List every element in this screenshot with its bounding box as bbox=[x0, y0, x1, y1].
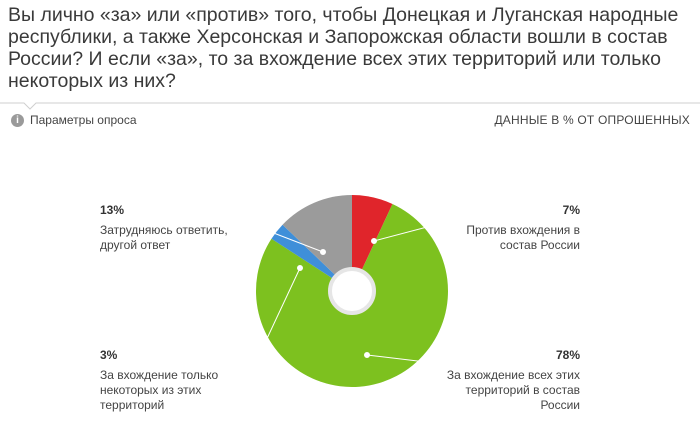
slice-label: 3% За вхождение только некоторых из этих … bbox=[100, 348, 250, 413]
value-label: 3% bbox=[100, 348, 118, 362]
slice-label: 13% Затрудняюсь ответить, другой ответ bbox=[100, 203, 240, 253]
slice bbox=[282, 195, 352, 291]
slice bbox=[271, 224, 352, 291]
category-label: За вхождение всех этих территорий в сост… bbox=[446, 368, 580, 412]
slice-label: 78% За вхождение всех этих территорий в с… bbox=[430, 348, 580, 413]
value-label: 13% bbox=[100, 203, 125, 217]
donut-hole bbox=[328, 267, 376, 315]
chart-title: Вы лично «за» или «против» того, чтобы Д… bbox=[8, 4, 679, 92]
info-label[interactable]: Параметры опроса bbox=[30, 113, 137, 127]
category-label: За вхождение только некоторых из этих те… bbox=[100, 368, 219, 412]
units-note: ДАННЫЕ В % ОТ ОПРОШЕННЫХ bbox=[494, 113, 690, 127]
value-label: 78% bbox=[555, 348, 580, 362]
category-label: Затрудняюсь ответить, другой ответ bbox=[100, 223, 228, 252]
leader-lines bbox=[212, 221, 472, 363]
value-label: 7% bbox=[562, 203, 580, 217]
divider bbox=[0, 102, 700, 110]
slice-label: 7% Против вхождения в состав России bbox=[450, 203, 580, 253]
category-label: Против вхождения в состав России bbox=[466, 223, 580, 252]
info-icon[interactable]: i bbox=[11, 114, 24, 127]
